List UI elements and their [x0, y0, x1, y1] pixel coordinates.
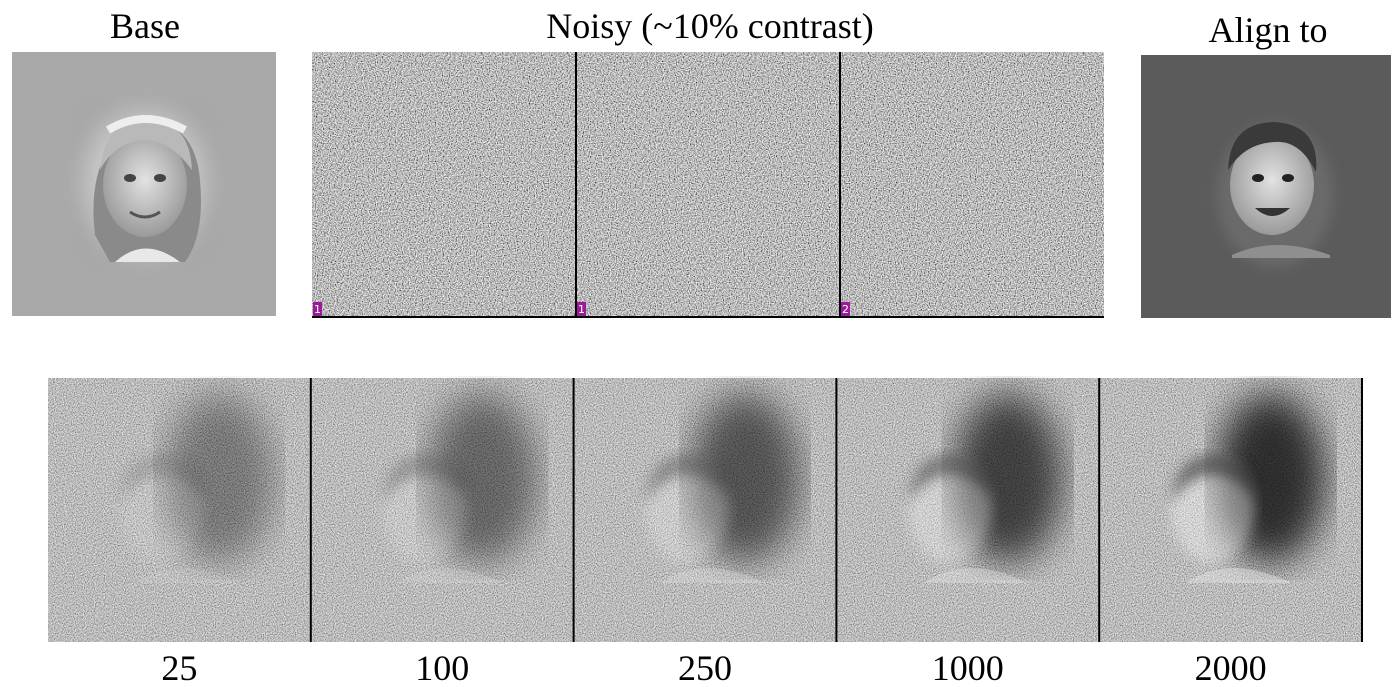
result-panel [645, 393, 800, 583]
shoulder-blob [1185, 568, 1291, 583]
noisy-caption: Noisy (~10% contrast) [546, 6, 873, 46]
results-strip: 25 100 250 1000 2000 [48, 378, 1363, 687]
result-panel [119, 393, 275, 583]
panel-tag: 1 [578, 303, 585, 316]
result-label: 25 [161, 648, 197, 687]
panel-tag: 1 [314, 303, 321, 316]
panel-tag: 2 [842, 303, 849, 316]
hair-blob [119, 453, 205, 503]
result-label: 2000 [1195, 648, 1267, 687]
align-image [1141, 55, 1391, 318]
hair-blob [1170, 453, 1256, 503]
result-label: 250 [678, 648, 732, 687]
shoulder-blob [397, 568, 503, 583]
align-caption: Align to [1208, 10, 1327, 50]
panel-tag-box [841, 302, 850, 316]
panel-tag-box [577, 302, 586, 316]
result-panel [382, 393, 538, 583]
result-label: 1000 [932, 648, 1004, 687]
base-caption: Base [110, 6, 180, 46]
hair-blob [382, 453, 468, 503]
result-label: 100 [415, 648, 469, 687]
shoulder-blob [922, 568, 1028, 583]
noisy-strip: 1 1 2 [312, 52, 1104, 317]
result-panel [907, 393, 1063, 583]
shoulder-blob [660, 568, 765, 583]
shoulder-blob [134, 568, 240, 583]
panel-tag-box [313, 302, 322, 316]
result-panel [1170, 393, 1326, 583]
hair-blob [645, 453, 730, 503]
hair-blob [907, 453, 993, 503]
base-image [12, 52, 276, 316]
